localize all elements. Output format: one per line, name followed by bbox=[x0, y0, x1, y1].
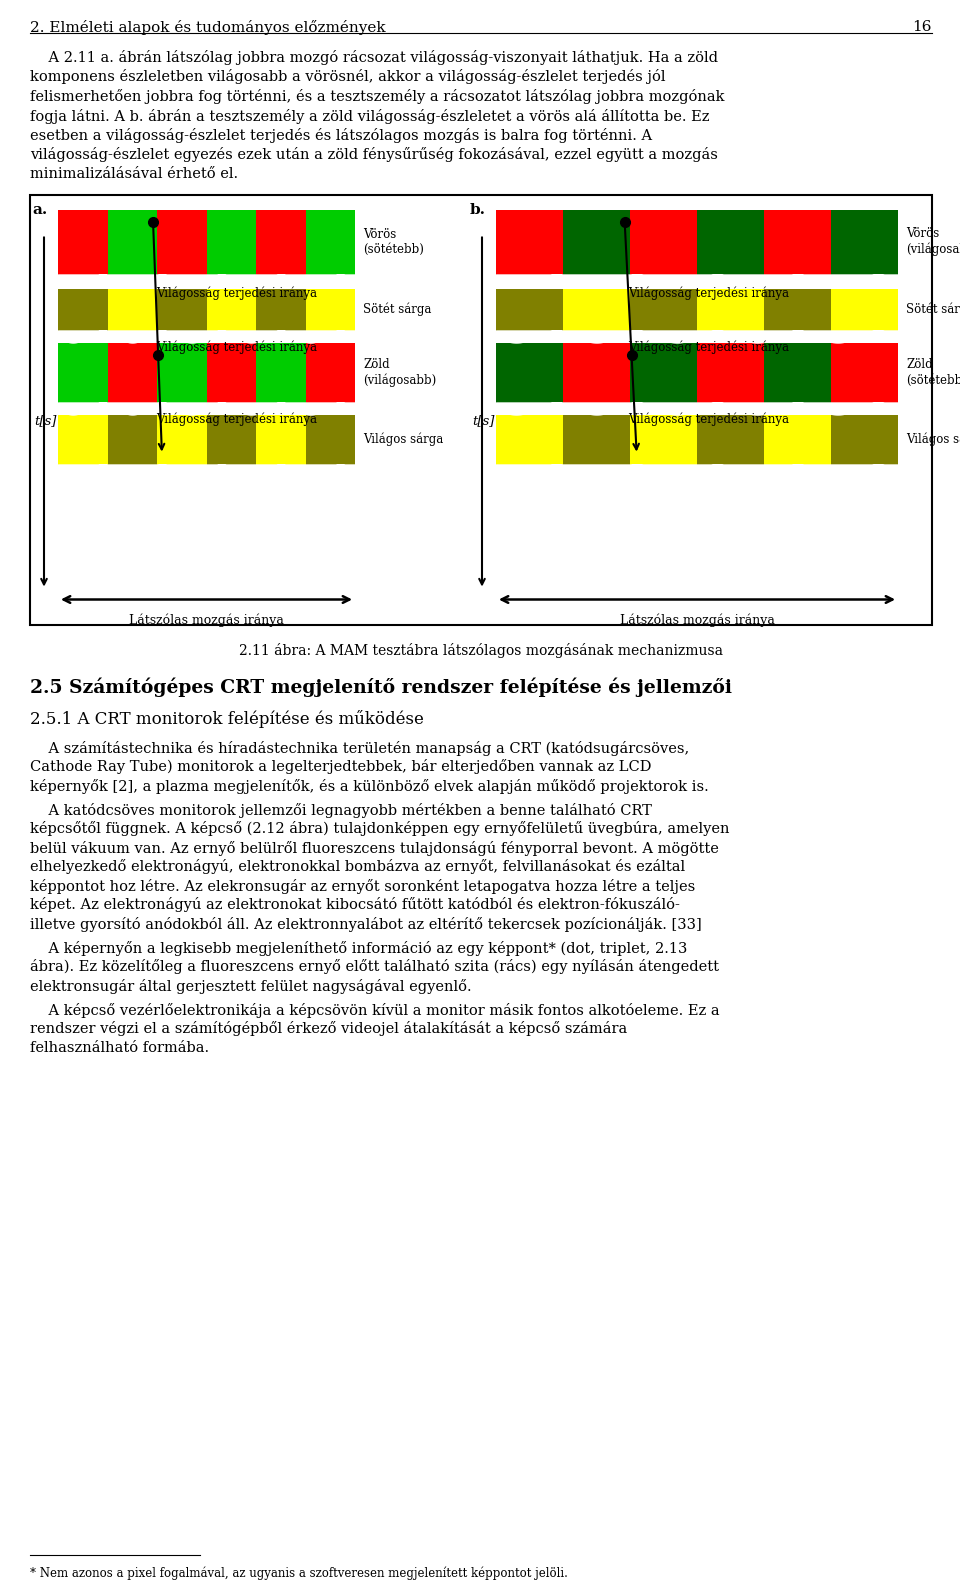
Bar bbox=[305, 414, 355, 465]
Text: illetve gyorsító anódokból áll. Az elektronnyalábot az eltérítő tekercsek pozíci: illetve gyorsító anódokból áll. Az elekt… bbox=[30, 916, 702, 932]
Text: képcsőtől függnek. A képcső (2.12 ábra) tulajdonképpen egy ernyőfelületű üvegbúr: képcsőtől függnek. A képcső (2.12 ábra) … bbox=[30, 822, 730, 836]
Bar bbox=[831, 414, 898, 465]
Text: Világosság terjedési iránya: Világosság terjedési iránya bbox=[156, 413, 318, 425]
Text: Világos sárga: Világos sárga bbox=[363, 433, 444, 446]
Bar bbox=[58, 288, 108, 330]
Bar bbox=[108, 414, 157, 465]
Bar bbox=[697, 288, 764, 330]
Bar bbox=[58, 210, 108, 274]
Text: komponens észleletben világosabb a vörösnél, akkor a világosság-észlelet terjedé: komponens észleletben világosabb a vörös… bbox=[30, 70, 665, 84]
Bar bbox=[206, 210, 256, 274]
Bar bbox=[305, 342, 355, 403]
Bar bbox=[108, 210, 157, 274]
Bar bbox=[305, 210, 355, 274]
Text: minimalizálásával érhető el.: minimalizálásával érhető el. bbox=[30, 167, 238, 182]
Text: A képernyőn a legkisebb megjeleníthető információ az egy képpont* (dot, triplet,: A képernyőn a legkisebb megjeleníthető i… bbox=[30, 940, 687, 956]
Bar bbox=[30, 194, 932, 624]
Bar bbox=[764, 288, 831, 330]
Text: Cathode Ray Tube) monitorok a legelterjedtebbek, bár elterjedőben vannak az LCD: Cathode Ray Tube) monitorok a legelterje… bbox=[30, 760, 652, 774]
Bar bbox=[630, 210, 697, 274]
Text: Vörös
(sötétebb): Vörös (sötétebb) bbox=[363, 228, 424, 255]
Text: Vörös
(világosabb): Vörös (világosabb) bbox=[906, 228, 960, 256]
Text: Látszólas mozgás iránya: Látszólas mozgás iránya bbox=[619, 613, 775, 628]
Text: esetben a világosság-észlelet terjedés és látszólagos mozgás is balra fog történ: esetben a világosság-észlelet terjedés é… bbox=[30, 127, 652, 143]
Text: rendszer végzi el a számítógépből érkező videojel átalakítását a képcső számára: rendszer végzi el a számítógépből érkező… bbox=[30, 1021, 627, 1037]
Text: b.: b. bbox=[470, 202, 486, 217]
Text: 16: 16 bbox=[913, 21, 932, 33]
Text: A 2.11 a. ábrán látszólag jobbra mozgó rácsozat világosság-viszonyait láthatjuk.: A 2.11 a. ábrán látszólag jobbra mozgó r… bbox=[30, 49, 718, 65]
Bar bbox=[206, 414, 256, 465]
Text: t[s]: t[s] bbox=[472, 414, 494, 427]
Text: 2. Elméleti alapok és tudományos előzmények: 2. Elméleti alapok és tudományos előzmén… bbox=[30, 21, 386, 35]
Bar bbox=[157, 288, 206, 330]
Text: Világosság terjedési iránya: Világosság terjedési iránya bbox=[629, 413, 789, 425]
Text: felhasználható formába.: felhasználható formába. bbox=[30, 1040, 209, 1055]
Text: * Nem azonos a pixel fogalmával, az ugyanis a szoftveresen megjelenített képpont: * Nem azonos a pixel fogalmával, az ugya… bbox=[30, 1568, 568, 1580]
Text: t[s]: t[s] bbox=[34, 414, 57, 427]
Text: Világosság terjedési iránya: Világosság terjedési iránya bbox=[156, 287, 318, 299]
Bar bbox=[496, 342, 563, 403]
Text: elhelyezkedő elektronágyú, elektronokkal bombázva az ernyőt, felvillanásokat és : elhelyezkedő elektronágyú, elektronokkal… bbox=[30, 860, 685, 875]
Text: Világos sárga: Világos sárga bbox=[906, 433, 960, 446]
Bar bbox=[108, 342, 157, 403]
Bar bbox=[697, 342, 764, 403]
Text: képet. Az elektronágyú az elektronokat kibocsátó fűtött katódból és elektron-fók: képet. Az elektronágyú az elektronokat k… bbox=[30, 897, 680, 913]
Text: Világosság terjedési iránya: Világosság terjedési iránya bbox=[629, 287, 789, 299]
Text: 2.5 Számítógépes CRT megjelenítő rendszer felépítése és jellemzői: 2.5 Számítógépes CRT megjelenítő rendsze… bbox=[30, 677, 732, 698]
Text: Sötét sárga: Sötét sárga bbox=[906, 303, 960, 317]
Bar bbox=[256, 342, 305, 403]
Bar bbox=[157, 210, 206, 274]
Bar bbox=[630, 288, 697, 330]
Bar bbox=[206, 288, 256, 330]
Bar bbox=[206, 342, 256, 403]
Bar bbox=[496, 210, 563, 274]
Bar bbox=[831, 210, 898, 274]
Text: A számítástechnika és híradástechnika területén manapság a CRT (katódsugárcsöves: A számítástechnika és híradástechnika te… bbox=[30, 741, 689, 755]
Bar bbox=[764, 210, 831, 274]
Bar bbox=[256, 414, 305, 465]
Bar bbox=[496, 414, 563, 465]
Bar bbox=[563, 210, 630, 274]
Bar bbox=[157, 342, 206, 403]
Bar bbox=[58, 414, 108, 465]
Bar bbox=[563, 288, 630, 330]
Bar bbox=[496, 288, 563, 330]
Text: 2.11 ábra: A MAM tesztábra látszólagos mozgásának mechanizmusa: 2.11 ábra: A MAM tesztábra látszólagos m… bbox=[239, 642, 723, 658]
Bar bbox=[831, 342, 898, 403]
Bar bbox=[563, 414, 630, 465]
Bar bbox=[563, 342, 630, 403]
Text: belül vákuum van. Az ernyő belülről fluoreszcens tulajdonságú fényporral bevont.: belül vákuum van. Az ernyő belülről fluo… bbox=[30, 841, 719, 855]
Bar bbox=[630, 414, 697, 465]
Text: felismerhetően jobbra fog történni, és a tesztszemély a rácsozatot látszólag job: felismerhetően jobbra fog történni, és a… bbox=[30, 89, 725, 104]
Bar bbox=[630, 342, 697, 403]
Text: képpontot hoz létre. Az elekronsugár az ernyőt soronként letapogatva hozza létre: képpontot hoz létre. Az elekronsugár az … bbox=[30, 878, 695, 894]
Bar bbox=[764, 414, 831, 465]
Text: elektronsugár által gerjesztett felület nagyságával egyenlő.: elektronsugár által gerjesztett felület … bbox=[30, 978, 471, 994]
Text: ábra). Ez közelítőleg a fluoreszcens ernyő előtt található szita (rács) egy nyíl: ábra). Ez közelítőleg a fluoreszcens ern… bbox=[30, 959, 719, 975]
Text: képernyők [2], a plazma megjelenítők, és a különböző elvek alapján működő projek: képernyők [2], a plazma megjelenítők, és… bbox=[30, 779, 708, 793]
Bar bbox=[697, 414, 764, 465]
Text: 2.5.1 A CRT monitorok felépítése és működése: 2.5.1 A CRT monitorok felépítése és műkö… bbox=[30, 710, 424, 728]
Bar bbox=[157, 414, 206, 465]
Bar bbox=[58, 342, 108, 403]
Bar bbox=[256, 210, 305, 274]
Bar bbox=[764, 342, 831, 403]
Text: Világosság terjedési iránya: Világosság terjedési iránya bbox=[156, 341, 318, 354]
Bar bbox=[256, 288, 305, 330]
Text: A képcső vezérlőelektronikája a képcsövön kívül a monitor másik fontos alkotóele: A képcső vezérlőelektronikája a képcsövö… bbox=[30, 1002, 720, 1018]
Bar bbox=[108, 288, 157, 330]
Text: Látszólas mozgás iránya: Látszólas mozgás iránya bbox=[129, 613, 284, 628]
Bar bbox=[697, 210, 764, 274]
Text: Világosság terjedési iránya: Világosság terjedési iránya bbox=[629, 341, 789, 354]
Text: a.: a. bbox=[32, 202, 47, 217]
Text: fogja látni. A b. ábrán a tesztszemély a zöld világosság-észleletet a vörös alá : fogja látni. A b. ábrán a tesztszemély a… bbox=[30, 108, 709, 124]
Text: Zöld
(világosabb): Zöld (világosabb) bbox=[363, 358, 436, 387]
Text: világosság-észlelet egyezés ezek után a zöld fénysűrűség fokozásával, ezzel együ: világosság-észlelet egyezés ezek után a … bbox=[30, 148, 718, 162]
Text: Zöld
(sötétebb): Zöld (sötétebb) bbox=[906, 358, 960, 387]
Text: A katódcsöves monitorok jellemzői legnagyobb mértékben a benne található CRT: A katódcsöves monitorok jellemzői legnag… bbox=[30, 803, 652, 817]
Bar bbox=[831, 288, 898, 330]
Text: Sötét sárga: Sötét sárga bbox=[363, 303, 431, 317]
Bar bbox=[305, 288, 355, 330]
